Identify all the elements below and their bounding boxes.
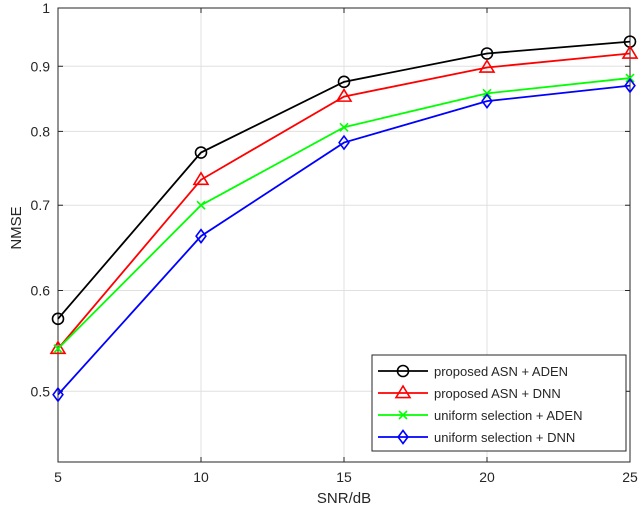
legend-label: proposed ASN + ADEN (434, 364, 568, 379)
legend-label: uniform selection + DNN (434, 430, 575, 445)
data-point (478, 58, 496, 73)
data-point (192, 171, 210, 186)
data-point (621, 44, 639, 59)
legend-label: uniform selection + ADEN (434, 408, 582, 423)
x-axis-label: SNR/dB (317, 490, 371, 507)
data-point (335, 88, 353, 102)
series-4 (52, 77, 636, 403)
legend-entry: proposed ASN + ADEN (378, 364, 568, 379)
data-point (53, 344, 63, 354)
legend: proposed ASN + ADEN proposed ASN + DNN uni… (371, 354, 627, 452)
legend-marker (398, 410, 408, 420)
series (49, 35, 639, 403)
series-2 (49, 44, 639, 355)
legend-marker (394, 384, 412, 399)
data-point (49, 340, 67, 355)
data-point (481, 93, 493, 109)
legend-entry: uniform selection + DNN (378, 429, 575, 445)
axes: 5 10 15 20 25 0.5 0.6 0.7 0.8 0.9 1 (31, 0, 638, 485)
data-point (196, 200, 206, 210)
series-line (57, 84, 631, 396)
y-tick-label: 0.8 (31, 123, 51, 139)
legend-entry: uniform selection + ADEN (378, 408, 582, 423)
y-tick-label: 0.6 (31, 282, 51, 298)
data-point (624, 77, 636, 94)
x-tick-label: 5 (54, 469, 62, 485)
data-point (194, 146, 208, 159)
y-tick-label: 1 (42, 0, 50, 16)
data-point (52, 386, 64, 403)
data-point (195, 228, 207, 244)
y-axis-label: NMSE (8, 206, 25, 249)
x-tick-label: 25 (622, 469, 638, 485)
data-point (338, 134, 350, 151)
legend-marker (396, 364, 410, 378)
data-point (337, 75, 351, 89)
plot-frame (57, 7, 631, 463)
x-tick-label: 10 (193, 469, 209, 485)
x-tick-label: 20 (479, 469, 495, 485)
data-point (339, 122, 349, 132)
x-tick-label: 15 (336, 469, 352, 485)
legend-label: proposed ASN + DNN (434, 386, 561, 401)
series-line (57, 52, 631, 350)
legend-entry: proposed ASN + DNN (378, 384, 561, 401)
series-line (57, 40, 631, 320)
data-point (51, 312, 65, 326)
y-tick-label: 0.9 (31, 58, 51, 74)
y-tick-label: 0.5 (31, 383, 51, 399)
legend-marker (397, 429, 409, 445)
y-tick-label: 0.7 (31, 197, 51, 213)
